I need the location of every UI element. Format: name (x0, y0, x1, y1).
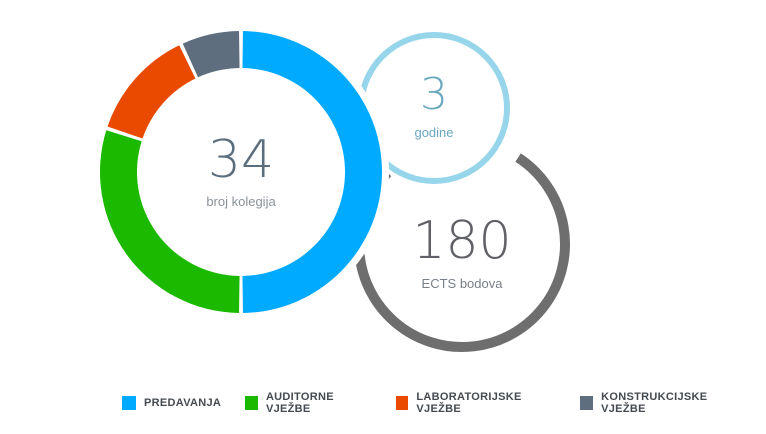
legend-swatch-laboratorijske (395, 396, 409, 410)
ects-value: 180 (412, 211, 511, 271)
donut-slice-predavanja[interactable] (242, 31, 382, 313)
legend-swatch-auditorne (245, 396, 258, 410)
legend-swatch-predavanja (122, 396, 136, 410)
legend-swatch-konstrukcijske (580, 396, 594, 410)
donut-chart (99, 31, 382, 313)
years-label: godine (414, 125, 453, 140)
legend-label: KONSTRUKCIJSKE VJEŽBE (601, 391, 708, 415)
legend-label: PREDAVANJA (144, 397, 222, 409)
donut-center-label: broj kolegija (206, 194, 276, 209)
years-stat: 3 godine (356, 30, 512, 186)
legend-label: LABORATORIJSKE VJEŽBE (416, 391, 522, 415)
donut-center-value: 34 (208, 130, 274, 190)
years-value: 3 (420, 69, 448, 120)
legend-label: AUDITORNE VJEŽBE (265, 391, 334, 415)
legend-item-predavanja[interactable]: PREDAVANJA (122, 396, 221, 410)
donut-slice-laboratorijske-vje-be[interactable] (107, 45, 196, 139)
donut-slice-konstrukcijske-vje-be[interactable] (182, 31, 240, 78)
donut-slice-auditorne-vje-be[interactable] (99, 130, 240, 313)
ects-label: ECTS bodova (422, 276, 504, 291)
ects-stat: 180 ECTS bodova (354, 153, 570, 352)
legend-item-laboratorijske[interactable]: LABORATORIJSKE VJEŽBE (395, 391, 557, 415)
chart-legend: PREDAVANJA AUDITORNE VJEŽBE LABORATORIJS… (122, 391, 766, 415)
legend-item-konstrukcijske[interactable]: KONSTRUKCIJSKE VJEŽBE (580, 391, 742, 415)
legend-item-auditorne[interactable]: AUDITORNE VJEŽBE (245, 391, 371, 415)
years-ring-background (356, 30, 512, 186)
